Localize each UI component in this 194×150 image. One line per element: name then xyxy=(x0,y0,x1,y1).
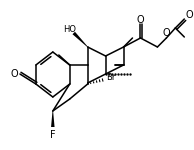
Text: O: O xyxy=(163,28,170,38)
Text: O: O xyxy=(10,69,18,79)
Text: F: F xyxy=(50,130,56,140)
Polygon shape xyxy=(51,111,55,127)
Text: HO: HO xyxy=(63,24,76,33)
Text: O: O xyxy=(137,15,144,25)
Polygon shape xyxy=(73,32,88,47)
Text: Br: Br xyxy=(107,74,116,82)
Text: O: O xyxy=(185,10,193,20)
